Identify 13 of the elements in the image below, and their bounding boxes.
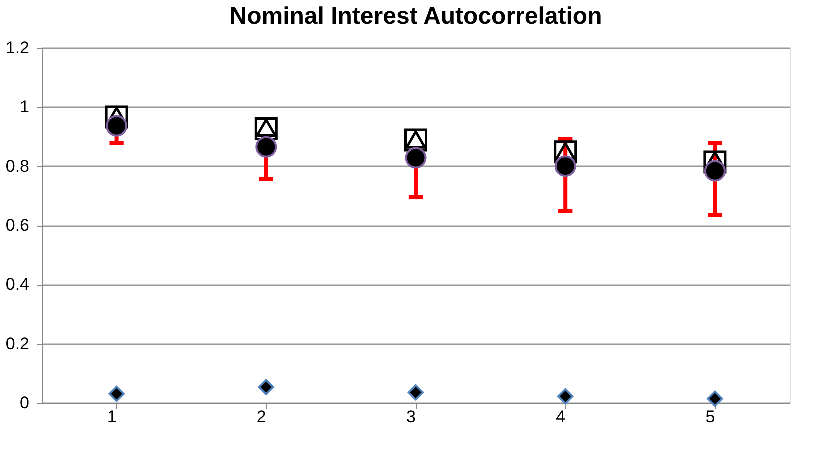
y-tick-label: 0.8 xyxy=(6,156,30,176)
y-tick-label: 1 xyxy=(20,98,30,117)
x-tick-label: 5 xyxy=(706,408,716,426)
y-tick-label: 0.6 xyxy=(6,216,30,235)
chart-title: Nominal Interest Autocorrelation xyxy=(230,3,602,30)
y-tick-label: 0.2 xyxy=(6,334,30,354)
x-tick-label: 1 xyxy=(107,408,117,426)
x-tick-label: 2 xyxy=(256,408,266,426)
x-tick-label: 3 xyxy=(406,408,416,426)
x-tick-label: 4 xyxy=(556,408,566,426)
y-tick-label: 1.2 xyxy=(6,38,30,58)
y-tick-label: 0.4 xyxy=(6,275,30,294)
y-tick-label: 0 xyxy=(20,394,30,412)
